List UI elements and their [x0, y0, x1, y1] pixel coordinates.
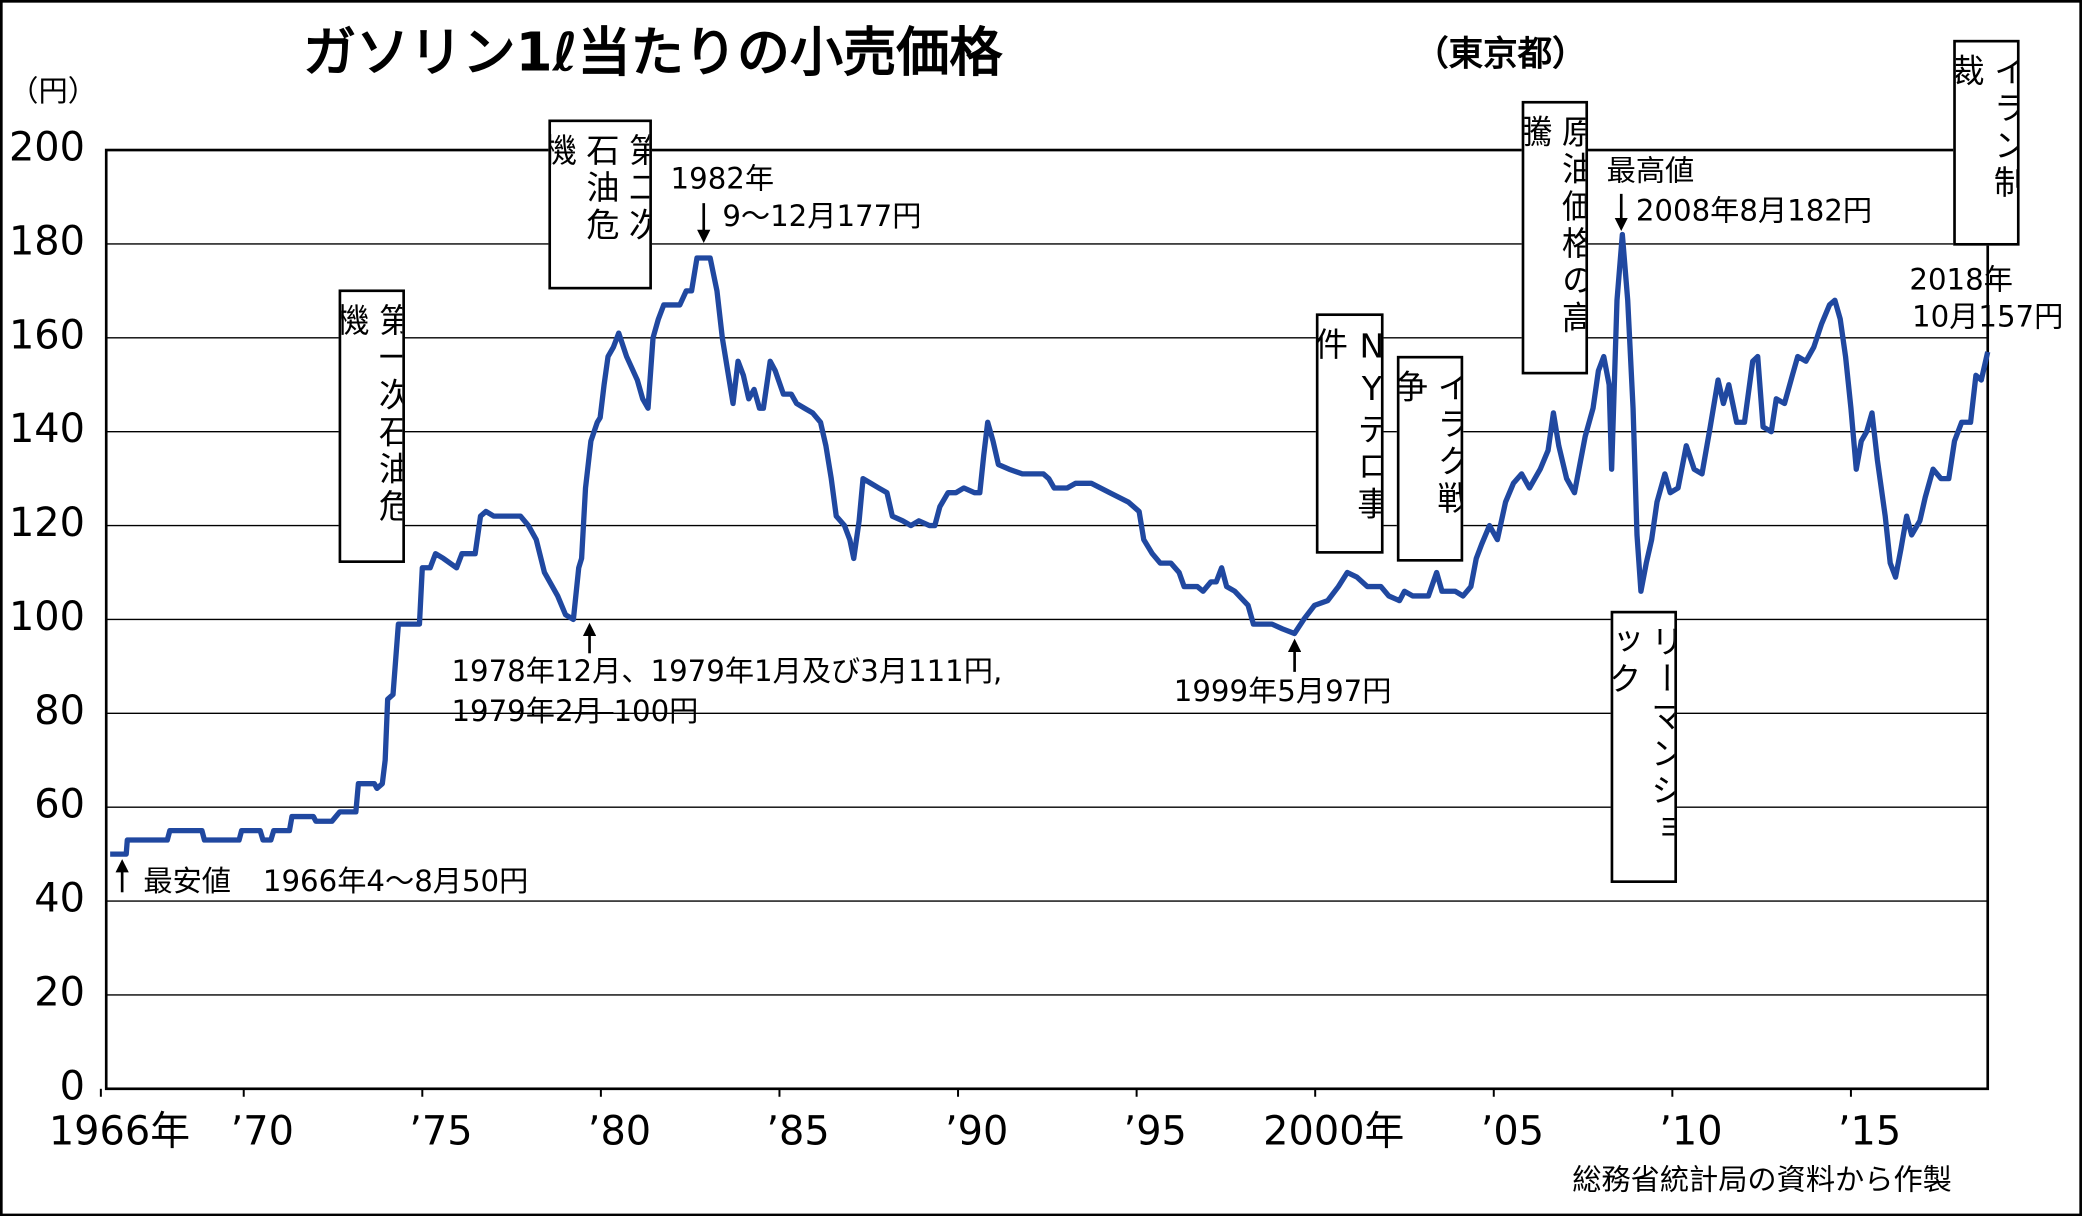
- annotation: 100円: [613, 694, 698, 728]
- y-unit: （円）: [9, 74, 97, 108]
- annotation: 9～12月177円: [722, 199, 921, 233]
- y-tick-label: 140: [9, 406, 85, 452]
- y-tick-label: 20: [34, 969, 85, 1015]
- event-label: 原油価格の高騰: [1521, 100, 1589, 375]
- x-tick-label: ’10: [1659, 1108, 1722, 1154]
- annotation: 1982年: [671, 162, 775, 196]
- x-tick-label: ’90: [945, 1108, 1008, 1154]
- y-tick-label: 60: [34, 782, 85, 828]
- event-label: NYテロ事件: [1315, 313, 1384, 554]
- y-tick-label: 80: [34, 688, 85, 734]
- annotation: 2008年8月182円: [1636, 193, 1872, 227]
- annotation: 1999年5月97円: [1174, 674, 1392, 708]
- x-tick-label: ’95: [1124, 1108, 1187, 1154]
- x-tick-label: ’15: [1838, 1108, 1901, 1154]
- annotation: 1979年2月: [451, 694, 602, 728]
- event-label: 第一次石油危機: [338, 289, 405, 563]
- y-tick-label: 100: [9, 594, 85, 640]
- x-tick-label: ’70: [231, 1108, 294, 1154]
- y-tick-label: 0: [60, 1063, 85, 1109]
- x-tick-label: ’05: [1481, 1108, 1544, 1154]
- event-label: イラン制裁: [1953, 39, 2020, 246]
- annotation: 最高値: [1607, 154, 1695, 188]
- x-tick-label: ’80: [588, 1108, 651, 1154]
- annotation: 最安値: [143, 864, 231, 898]
- y-tick-label: 120: [9, 500, 85, 546]
- chart-subtitle: （東京都）: [1414, 34, 1587, 74]
- y-tick-label: 40: [34, 876, 85, 922]
- plot-frame: [104, 148, 1990, 1091]
- y-tick-label: 180: [9, 218, 85, 264]
- chart-title: ガソリン1ℓ当たりの小売価格: [303, 21, 1003, 83]
- annotation: 10月157円: [1912, 300, 2063, 334]
- event-label: リーマンショック: [1610, 610, 1678, 883]
- x-tick-label: ’85: [766, 1108, 829, 1154]
- annotation: 1966年4～8月50円: [263, 864, 528, 898]
- annotation: 2018年: [1909, 262, 2013, 296]
- x-tick-label: 1966年: [49, 1108, 190, 1154]
- price-line: [110, 231, 1991, 857]
- x-tick-label: ’75: [409, 1108, 472, 1154]
- annotation: 1978年12月、1979年1月及び3月111円,: [451, 654, 1002, 688]
- y-tick-label: 200: [9, 125, 85, 171]
- x-tick-label: 2000年: [1263, 1108, 1404, 1154]
- source-note: 総務省統計局の資料から作製: [1572, 1163, 1952, 1197]
- y-tick-label: 160: [9, 312, 85, 358]
- event-label: イラク戦争: [1396, 355, 1464, 562]
- event-label: 第二次石油危機: [548, 119, 652, 290]
